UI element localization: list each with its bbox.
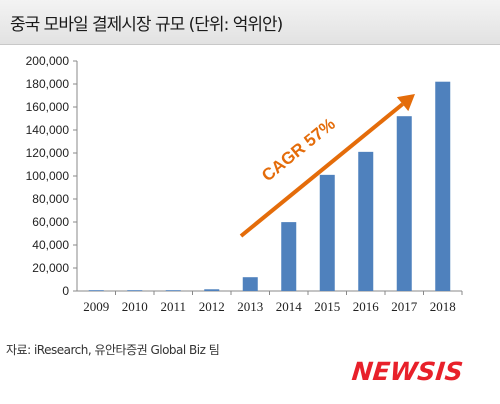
cagr-arrow-head (396, 94, 415, 112)
bar (435, 81, 451, 291)
x-tick-label: 2009 (83, 299, 109, 314)
y-tick-label: 120,000 (26, 146, 70, 160)
cagr-arrow-line (239, 102, 404, 238)
x-tick-label: 2016 (353, 299, 380, 314)
bar (165, 290, 181, 291)
bar (242, 277, 258, 291)
bar (281, 222, 297, 291)
y-tick-label: 80,000 (32, 192, 69, 206)
y-tick-label: 140,000 (26, 123, 70, 137)
x-tick-label: 2015 (314, 299, 340, 314)
chart-title: 중국 모바일 결제시장 규모 (단위: 억위안) (10, 15, 283, 35)
bar (358, 151, 374, 291)
y-tick-label: 40,000 (32, 238, 69, 252)
y-tick-label: 200,000 (26, 54, 70, 68)
y-tick-label: 60,000 (32, 215, 69, 229)
bar-chart: 0 20,000 40,000 60,000 80,000 100,000 120,000 1… (26, 54, 463, 314)
x-tick-label: 2018 (430, 299, 456, 314)
source-note: 자료: iResearch, 유안타증권 Global Biz 팀 (6, 343, 220, 357)
cagr-annotation: CAGR 57% (258, 114, 339, 185)
title-bar: 중국 모바일 결제시장 규모 (단위: 억위안) (0, 0, 500, 45)
y-tick-label: 160,000 (26, 100, 70, 114)
y-tick-label: 0 (62, 284, 69, 298)
x-tick-label: 2012 (199, 299, 225, 314)
newsis-logo: NEWSIS (350, 357, 492, 387)
x-tick-label: 2010 (122, 299, 148, 314)
y-tick-label: 100,000 (26, 169, 70, 183)
y-tick-label: 180,000 (26, 77, 70, 91)
logo-text: NEWSIS (350, 357, 465, 386)
y-tick-label: 20,000 (32, 261, 69, 275)
x-tick-label: 2013 (237, 299, 263, 314)
bar (127, 290, 143, 291)
x-tick-label: 2017 (391, 299, 418, 314)
x-tick-label: 2011 (160, 299, 186, 314)
bar (88, 290, 104, 291)
x-tick-label: 2014 (276, 299, 303, 314)
bar (319, 174, 335, 291)
bar (396, 116, 412, 291)
bar (204, 289, 220, 291)
